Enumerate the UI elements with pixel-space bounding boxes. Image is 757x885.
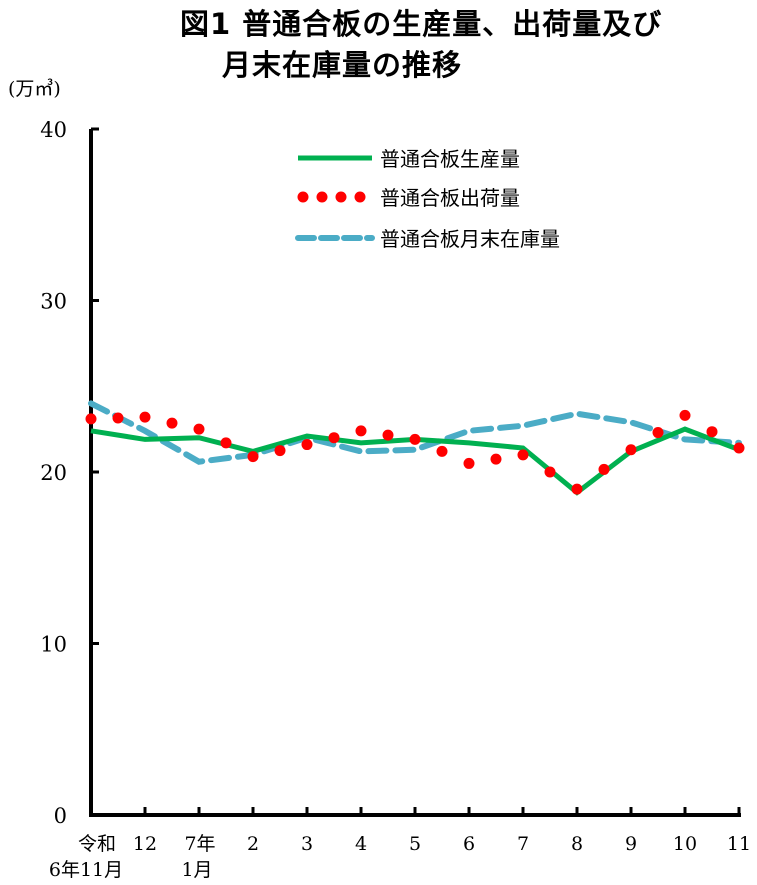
x-tick-label: 2 [247, 833, 259, 855]
x-tick-label: 7 [517, 833, 529, 855]
x-tick-label: 令和 [78, 833, 116, 855]
chart-title-line2: 月末在庫量の推移 [222, 48, 463, 82]
x-tick-label: 11 [727, 833, 751, 855]
x-axis-ticks: 令和 6年11月 12 7年 1月 2 3 4 5 6 7 8 9 10 11 [49, 807, 751, 881]
series-inventory [88, 400, 742, 465]
x-tick-label: 6 [463, 833, 475, 855]
x-tick-label: 12 [133, 833, 157, 855]
x-tick-label: 4 [355, 833, 367, 855]
legend-label-inventory: 普通合板月末在庫量 [380, 227, 560, 251]
x-tick-label: 6年11月 [49, 859, 123, 881]
x-tick-label: 3 [301, 833, 313, 855]
y-tick-label: 40 [40, 118, 67, 142]
data-series [85, 400, 745, 496]
series-shipments [85, 409, 745, 495]
x-tick-label: 5 [409, 833, 421, 855]
x-tick-label: 9 [625, 833, 637, 855]
y-axis-ticks: 0 10 20 30 40 [40, 118, 99, 828]
x-tick-label: 7年 [184, 833, 215, 855]
y-tick-label: 20 [40, 461, 67, 485]
x-tick-label: 1月 [181, 859, 212, 881]
y-tick-label: 0 [54, 804, 67, 828]
legend-label-production: 普通合板生産量 [380, 147, 520, 171]
chart-title-line1: 図1 普通合板の生産量、出荷量及び [180, 7, 663, 41]
legend: 普通合板生産量 普通合板出荷量 普通合板月末在庫量 [295, 147, 560, 251]
y-axis-unit-label: (万㎥) [8, 78, 61, 100]
legend-swatch-shipments [297, 191, 366, 203]
y-tick-label: 30 [40, 290, 67, 314]
legend-label-shipments: 普通合板出荷量 [380, 186, 520, 210]
y-tick-label: 10 [40, 633, 67, 657]
x-tick-label: 10 [673, 833, 697, 855]
x-tick-label: 8 [571, 833, 583, 855]
